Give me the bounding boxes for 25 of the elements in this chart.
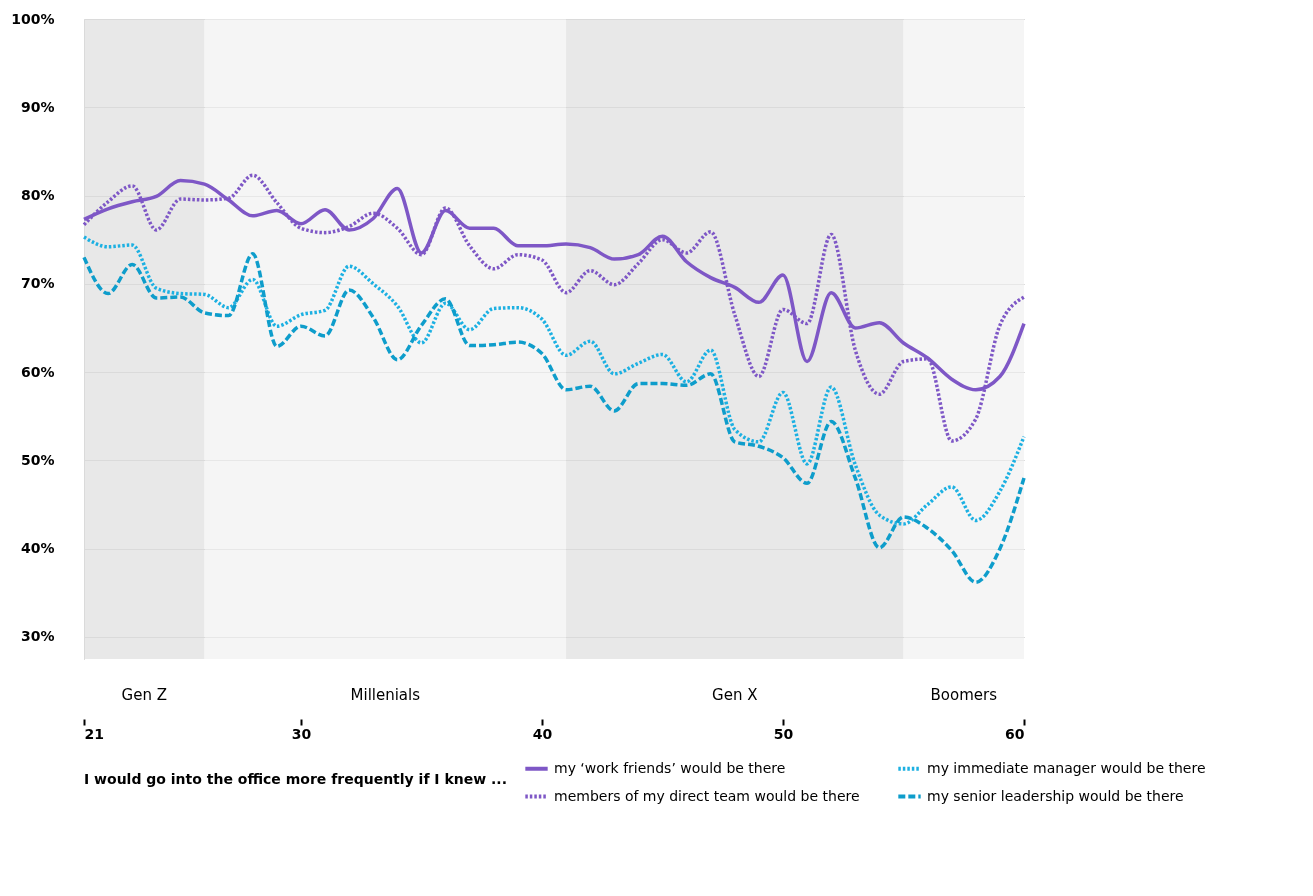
y-tick-label: 100% <box>11 10 55 27</box>
y-tick-label: 60% <box>20 363 55 380</box>
line-series <box>82 173 1026 443</box>
x-tick-label: 60 <box>1005 725 1025 742</box>
legend-label: my ‘work friends’ would be there <box>554 759 786 776</box>
line-series <box>82 252 1026 584</box>
band-label: Gen X <box>712 686 758 704</box>
x-tick-label: 40 <box>532 725 553 742</box>
legend-label: members of my direct team would be there <box>554 787 860 804</box>
band-label: Gen Z <box>121 686 167 704</box>
legend-label: my senior leadership would be there <box>927 787 1184 804</box>
y-tick-label: 70% <box>20 275 55 292</box>
line-series <box>82 235 1026 526</box>
band-label: Boomers <box>930 686 998 704</box>
y-tick-label: 40% <box>20 540 55 557</box>
x-tick-label: 50 <box>773 725 794 742</box>
band-label: Millenials <box>350 686 421 704</box>
legend-label: my immediate manager would be there <box>927 759 1206 776</box>
y-tick-label: 50% <box>20 451 55 468</box>
y-tick-label: 90% <box>20 98 55 115</box>
legend-title: I would go into the office more frequently if I knew ... <box>84 771 507 787</box>
x-tick-label: 30 <box>291 725 312 742</box>
y-tick-label: 80% <box>20 187 55 204</box>
y-tick-label: 30% <box>20 628 55 645</box>
x-tick-label: 21 <box>84 725 104 742</box>
